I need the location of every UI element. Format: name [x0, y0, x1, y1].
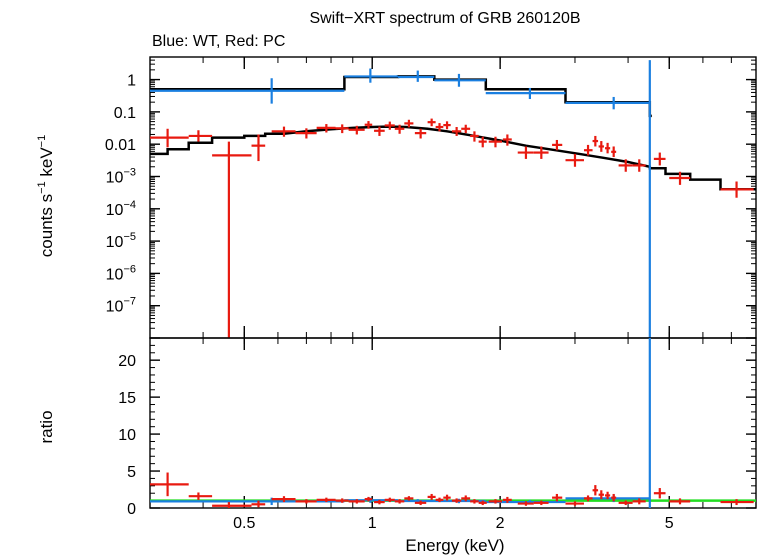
- chart-subtitle: Blue: WT, Red: PC: [152, 33, 285, 50]
- y-tick-label: 0.1: [114, 105, 136, 122]
- ratio-y-axis-label: ratio: [37, 410, 56, 443]
- ylabel-exp-kev: −1: [36, 135, 48, 148]
- y-tick-label-base: 10: [106, 169, 124, 186]
- ratio-y-tick-label: 10: [118, 427, 136, 444]
- ratio-frame: [149, 337, 757, 509]
- y-tick-label-base: 0.01: [105, 137, 136, 154]
- x-tick-label: 2: [496, 515, 505, 532]
- ratio-panel: 0.5 1 2 5 0 5 10 15 20: [118, 337, 757, 532]
- x-tick-label: 1: [368, 515, 377, 532]
- spectrum-y-axis-label: counts s−1 keV−1: [36, 135, 56, 257]
- ratio-y-tick-label: 5: [127, 464, 136, 481]
- ratio-y-tick-label: 20: [118, 353, 136, 370]
- y-tick-label: 1: [127, 73, 136, 90]
- ratio-y-tick-label: 15: [118, 390, 136, 407]
- y-tick-label-exponent: −4: [123, 199, 136, 211]
- y-tick-label-exponent: −3: [123, 166, 136, 178]
- y-tick-label: 0.01: [105, 137, 136, 154]
- y-tick-label-base: 10: [106, 266, 124, 283]
- ylabel-unit-counts: counts s: [37, 194, 56, 257]
- ylabel-exp-s: −1: [36, 181, 48, 194]
- y-tick-label-base: 0.1: [114, 105, 136, 122]
- y-tick-label: 10−6: [106, 263, 136, 283]
- y-tick-label-base: 10: [106, 299, 124, 316]
- y-tick-label: 10−3: [106, 166, 136, 186]
- y-tick-label: 10−5: [106, 231, 136, 251]
- y-tick-label-base: 10: [106, 234, 124, 251]
- wt-model-step: [150, 75, 652, 118]
- y-tick-label-exponent: −7: [123, 296, 136, 308]
- ratio-y-tick-label: 0: [127, 501, 136, 518]
- y-tick-label: 10−7: [106, 296, 136, 316]
- spectrum-frame: [149, 56, 757, 339]
- y-tick-label-exponent: −5: [123, 231, 136, 243]
- chart-title: Swift−XRT spectrum of GRB 260120B: [309, 10, 580, 27]
- x-tick-label: 5: [665, 515, 674, 532]
- y-tick-label-base: 10: [106, 202, 124, 219]
- y-tick-label-exponent: −6: [123, 263, 136, 275]
- y-tick-label: 10−4: [106, 199, 136, 219]
- x-axis-label: Energy (keV): [405, 536, 504, 555]
- pc-model-line: [150, 125, 756, 191]
- y-tick-label-base: 1: [127, 73, 136, 90]
- x-tick-label: 0.5: [233, 515, 255, 532]
- ylabel-unit-kev: keV: [37, 147, 56, 182]
